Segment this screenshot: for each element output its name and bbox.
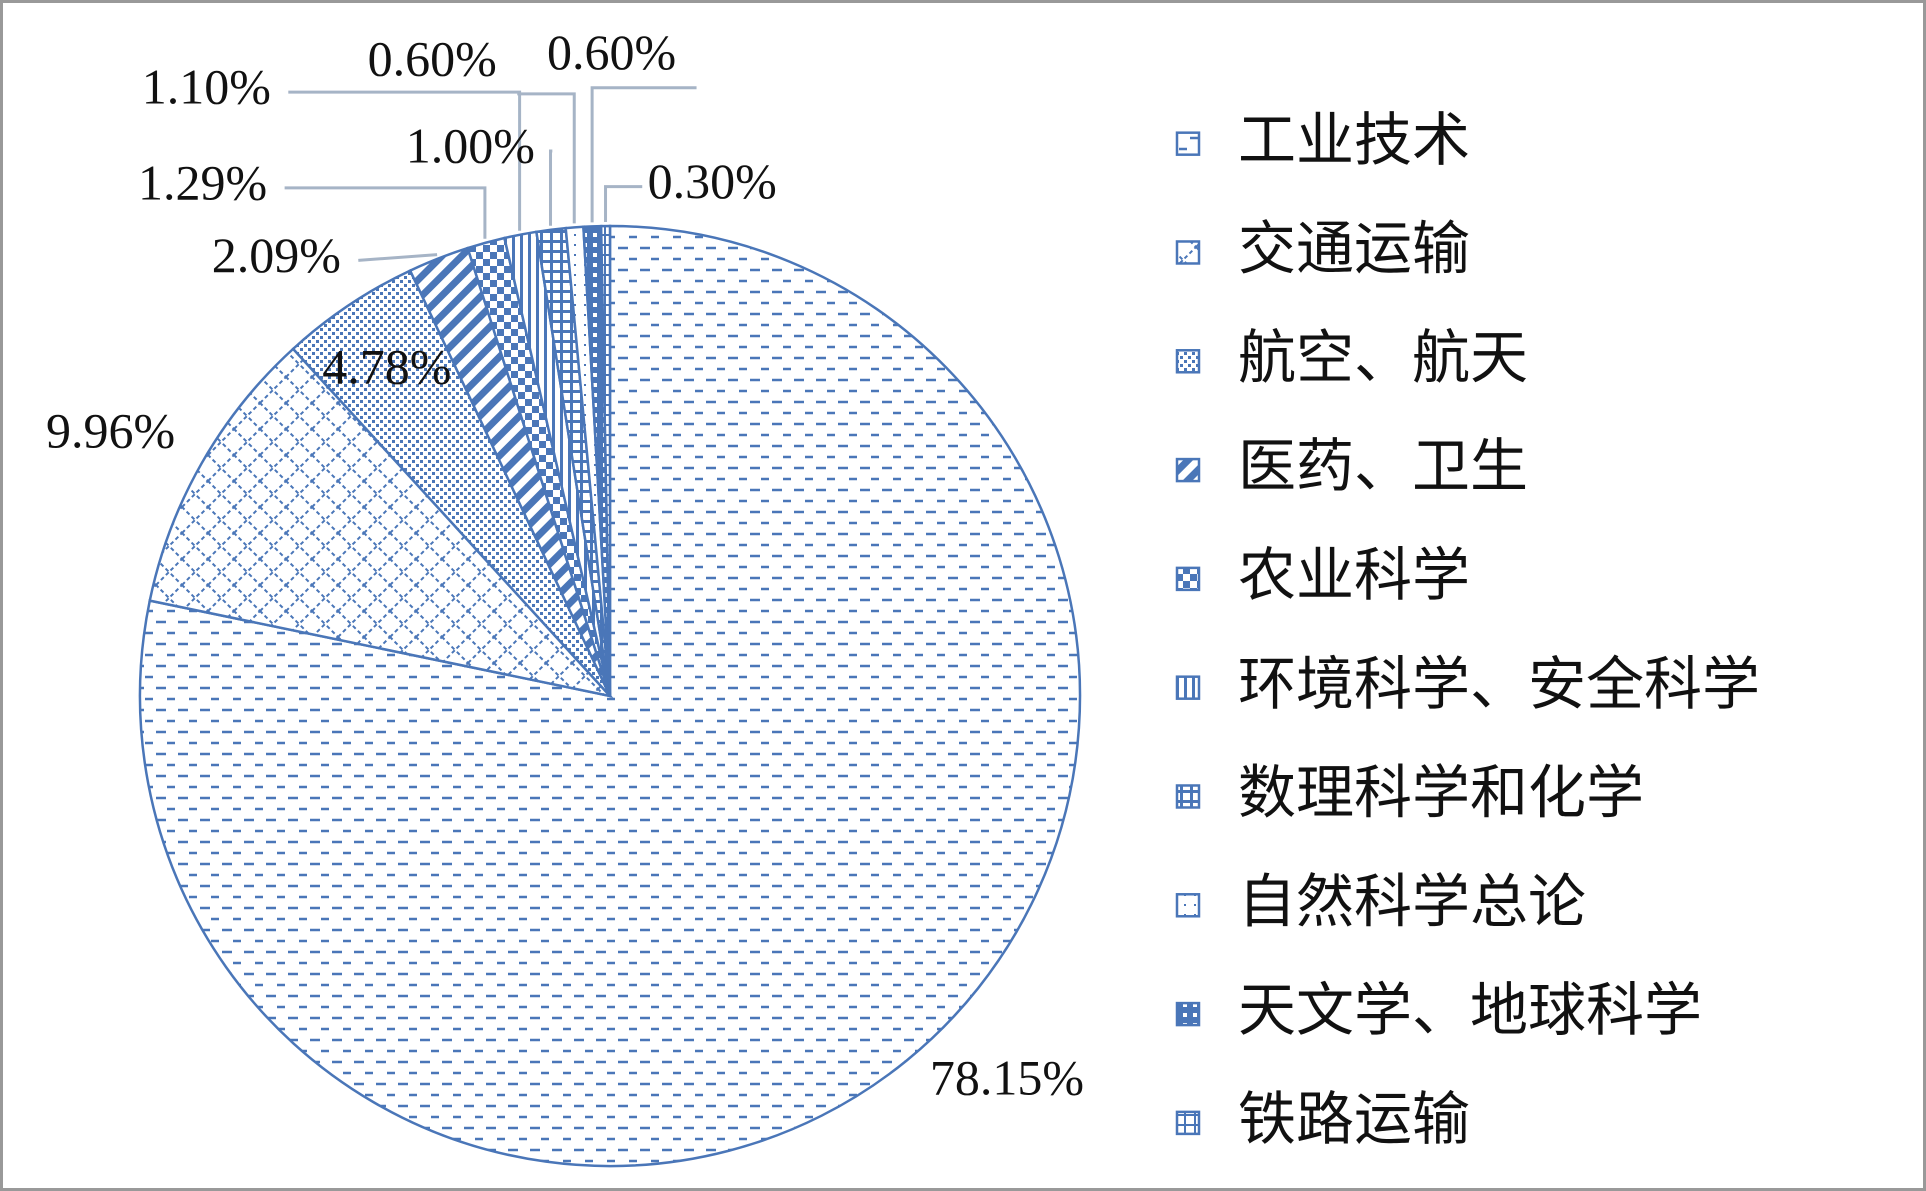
legend-swatch <box>1175 1110 1201 1136</box>
legend-swatch <box>1175 457 1201 483</box>
data-label: 4.78% <box>322 339 451 395</box>
leader-line <box>604 185 643 223</box>
pie-slice <box>599 224 612 697</box>
data-label: 2.09% <box>212 227 341 283</box>
legend-label: 交通运输 <box>1238 215 1470 283</box>
legend-label: 铁路运输 <box>1238 1085 1470 1153</box>
legend-swatch <box>1175 240 1201 265</box>
data-label: 0.60% <box>368 30 497 86</box>
legend-swatch <box>1175 784 1201 809</box>
legend-label: 数理科学和化学 <box>1238 759 1644 827</box>
legend-swatch <box>1175 566 1201 592</box>
data-label: 0.60% <box>547 24 676 80</box>
data-label: 1.00% <box>406 118 535 174</box>
legend-label: 自然科学总论 <box>1238 867 1586 935</box>
data-label: 1.10% <box>142 59 271 115</box>
legend-label: 航空、航天 <box>1238 323 1528 391</box>
legend-label: 农业科学 <box>1238 541 1470 609</box>
legend-label: 天文学、地球科学 <box>1238 976 1702 1044</box>
leader-line <box>288 90 522 231</box>
leader-line <box>517 92 576 224</box>
data-label: 1.29% <box>138 154 267 210</box>
leader-line <box>358 253 438 262</box>
legend-swatch <box>1175 131 1201 156</box>
leader-line <box>284 186 487 239</box>
data-label: 78.15% <box>930 1050 1084 1106</box>
legend-label: 环境科学、安全科学 <box>1238 650 1760 718</box>
legend-label: 工业技术 <box>1238 106 1470 174</box>
legend-swatch <box>1175 675 1201 700</box>
data-label: 9.96% <box>46 402 175 458</box>
legend-swatch <box>1175 349 1201 374</box>
leader-line <box>590 86 697 223</box>
legend-label: 医药、卫生 <box>1238 432 1528 500</box>
leader-line <box>549 149 553 226</box>
legend-swatch <box>1175 1001 1201 1027</box>
data-label: 0.30% <box>648 153 777 209</box>
legend-swatch <box>1175 893 1201 918</box>
pie-slice <box>148 347 614 699</box>
